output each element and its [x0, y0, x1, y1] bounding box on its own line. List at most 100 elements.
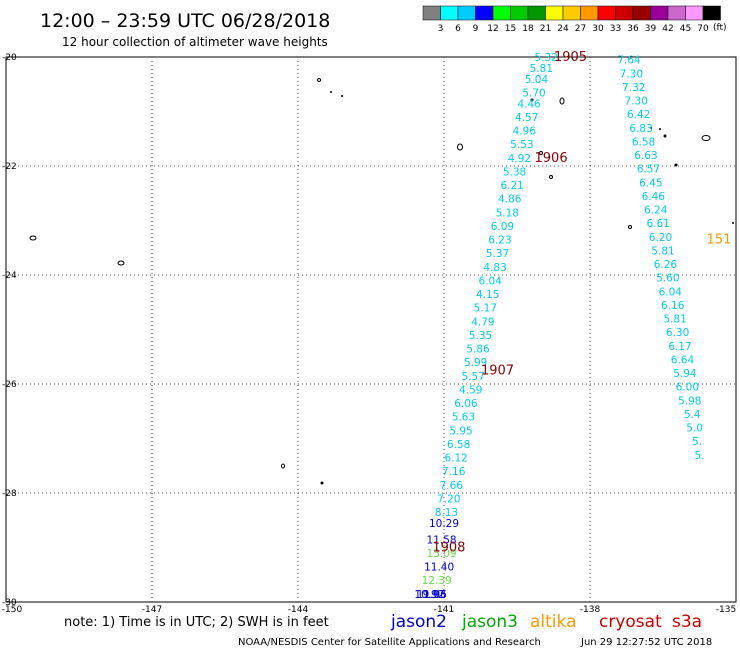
- y-tick-label: -20: [2, 53, 17, 63]
- colorbar-tick-label: 42: [662, 24, 673, 34]
- satellite-legend-item: jason2: [390, 612, 447, 632]
- data-point-label: 6.17: [668, 341, 691, 353]
- data-point-label: 11.06: [417, 589, 447, 601]
- data-point-label: 4.83: [483, 262, 506, 274]
- satellite-legend-item: cryosat: [599, 612, 662, 632]
- data-point-label: 5.81: [530, 63, 553, 75]
- data-point-label: 7.64: [617, 55, 641, 67]
- track-time-labels: 1905 1906 1907 1908 151: [432, 50, 731, 556]
- satellite-legend-item: s3a: [672, 612, 702, 632]
- colorbar-tick-label: 33: [610, 24, 621, 34]
- colorbar-swatch: [527, 5, 546, 21]
- data-point-label: 6.12: [444, 453, 467, 465]
- colorbar-swatch: [510, 5, 529, 21]
- data-point-label: 11.58: [427, 534, 457, 546]
- y-tick-label: -28: [2, 489, 17, 499]
- data-point-label: 5.94: [673, 368, 697, 380]
- data-point-label: 13.09: [427, 548, 457, 560]
- data-point-label: 5.17: [474, 303, 497, 315]
- colorbar-tick-label: 9: [473, 24, 479, 34]
- plot-frame: [5, 56, 737, 603]
- track-time-label: 151: [707, 233, 732, 248]
- data-point-label: 5.4: [684, 409, 701, 421]
- data-point-label: 5.98: [678, 395, 701, 407]
- data-point-label: 5.0: [686, 423, 703, 435]
- colorbar-unit-label: (ft): [713, 23, 727, 33]
- data-point-label: 4.79: [471, 316, 494, 328]
- data-point-label: 4.92: [508, 153, 531, 165]
- data-point-label: 5.: [694, 450, 704, 462]
- data-point-label: 4.46: [517, 98, 541, 110]
- data-point-label: 6.09: [491, 221, 514, 233]
- data-point-label: 5.32: [535, 52, 558, 64]
- footer-credit: NOAA/NESDIS Center for Satellite Applica…: [238, 637, 541, 648]
- data-point-label: 10.29: [429, 518, 459, 530]
- colorbar-tick-label: 12: [487, 24, 498, 34]
- data-point-label: 6.16: [661, 300, 685, 312]
- data-point-label: 5.70: [522, 87, 545, 99]
- data-point-label: 7.32: [622, 82, 645, 94]
- colorbar-swatch: [457, 5, 476, 21]
- colorbar-swatch: [632, 5, 651, 21]
- data-point-label: 6.26: [654, 259, 678, 271]
- colorbar-tick-label: 24: [557, 24, 569, 34]
- colorbar-swatch: [667, 5, 686, 21]
- x-tick-label: -141: [434, 605, 454, 615]
- colorbar-swatch: [685, 5, 704, 21]
- data-point-label: 12.39: [422, 575, 452, 587]
- data-point-label: 4.59: [459, 384, 482, 396]
- data-point-label: 6.42: [627, 109, 650, 121]
- track-time-label: 1907: [481, 363, 514, 378]
- data-point-label: 5.57: [462, 371, 485, 383]
- colorbar-tick-label: 39: [645, 24, 657, 34]
- y-tick-labels: -20 -22 -24 -26 -28 -30: [2, 53, 17, 608]
- data-point-label: 4.96: [513, 126, 537, 138]
- data-point-label: 5.63: [452, 412, 475, 424]
- islands: [29, 78, 734, 485]
- track-time-label: 1908: [432, 541, 465, 556]
- colorbar-swatch: [580, 5, 599, 21]
- data-point-label: 6.57: [637, 164, 660, 176]
- data-point-label: 5.38: [503, 166, 526, 178]
- data-point-label: 10.92: [414, 589, 444, 601]
- track-time-label: 1906: [535, 151, 568, 166]
- data-point-label: 5.18: [496, 207, 519, 219]
- colorbar-legend: 3 6 9 12 15 18 21 24 27 30 33 36 39 42 45 70: [422, 5, 721, 34]
- data-point-label: 7.30: [625, 96, 648, 108]
- y-tick-label: -30: [2, 598, 17, 608]
- colorbar-swatch: [440, 5, 459, 21]
- colorbar-tick-label: 30: [592, 24, 604, 34]
- data-point-label: 9.93: [423, 589, 446, 601]
- colorbar-tick-label: 15: [505, 24, 516, 34]
- colorbar-tick-label: 45: [680, 24, 691, 34]
- data-point-label: 6.21: [500, 180, 523, 192]
- data-point-label: 5.86: [466, 344, 490, 356]
- data-point-label: 5.95: [449, 425, 472, 437]
- grid-lines: [6, 57, 736, 602]
- chart-subtitle: 12 hour collection of altimeter wave hei…: [62, 35, 328, 49]
- data-point-label: 5.53: [510, 139, 533, 151]
- colorbar-swatch: [615, 5, 634, 21]
- data-point-label: 6.58: [632, 136, 655, 148]
- x-tick-label: -135: [716, 605, 736, 615]
- data-point-label: 6.00: [676, 382, 699, 394]
- colorbar-swatch: [562, 5, 581, 21]
- y-tick-label: -22: [2, 162, 17, 172]
- data-point-label: 6.23: [488, 235, 511, 247]
- data-point-label: 6.20: [649, 232, 672, 244]
- data-point-label: 7.20: [437, 493, 460, 505]
- x-tick-label: -138: [580, 605, 601, 615]
- footer-note: note: 1) Time is in UTC; 2) SWH is in fe…: [64, 615, 329, 630]
- satellite-legend-item: altika: [530, 612, 577, 632]
- colorbar-swatch: [475, 5, 494, 21]
- data-point-label: 5.81: [651, 245, 674, 257]
- data-point-label: 6.63: [634, 150, 657, 162]
- data-point-label: 4.86: [498, 194, 522, 206]
- colorbar-tick-label: 6: [455, 24, 461, 34]
- data-point-label: 6.64: [671, 354, 695, 366]
- data-point-label: 8.13: [435, 507, 458, 519]
- data-point-label: 5.: [692, 436, 702, 448]
- track-time-label: 1905: [554, 50, 587, 65]
- data-point-label: 7.16: [442, 466, 466, 478]
